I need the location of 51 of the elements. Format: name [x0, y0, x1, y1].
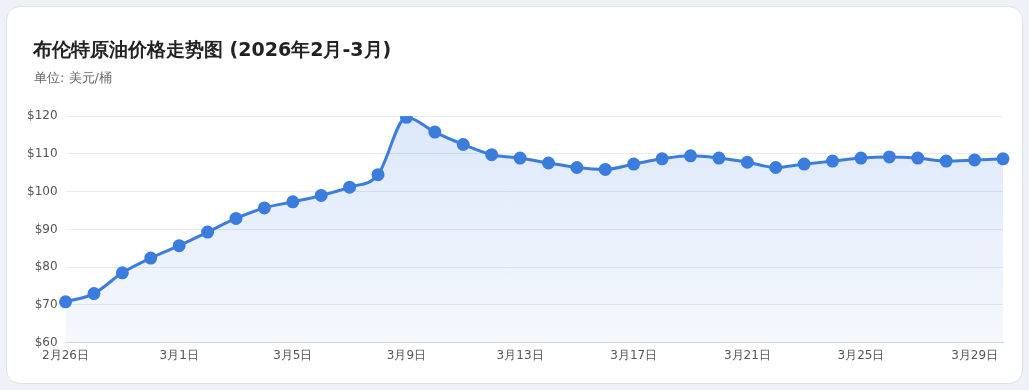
y-tick-label: $60 — [34, 334, 58, 349]
point — [598, 162, 612, 176]
point — [996, 152, 1010, 166]
x-tick-label: 3月13日 — [496, 347, 544, 362]
point — [882, 150, 896, 164]
y-tick-label: $120 — [26, 108, 58, 123]
point — [684, 149, 698, 163]
x-tick-label: 3月5日 — [273, 347, 313, 362]
point — [456, 138, 470, 151]
point — [655, 152, 669, 166]
point — [712, 151, 726, 165]
point — [229, 211, 243, 225]
point — [201, 225, 215, 239]
point — [854, 151, 868, 165]
point — [172, 239, 186, 253]
x-tick-label: 3月21日 — [723, 347, 771, 362]
y-tick-label: $100 — [26, 183, 58, 198]
chart-title: 布伦特原油价格走势图 (2026年2月-3月) — [33, 37, 392, 62]
x-tick-label: 3月17日 — [610, 347, 658, 362]
point — [485, 148, 499, 162]
point — [968, 153, 982, 167]
y-tick-label: $90 — [34, 221, 58, 236]
point — [286, 195, 300, 209]
point — [371, 168, 385, 182]
point — [826, 154, 840, 168]
point — [513, 151, 527, 165]
point — [911, 151, 925, 165]
point — [541, 156, 555, 170]
point — [570, 161, 584, 175]
y-tick-label: $110 — [26, 146, 58, 161]
y-tick-label: $80 — [34, 259, 58, 274]
point — [343, 180, 357, 194]
point — [257, 201, 271, 215]
x-tick-label: 3月25日 — [837, 347, 885, 362]
chart-subtitle: 单位: 美元/桶 — [34, 69, 112, 87]
x-tick-label: 2月26日 — [42, 347, 89, 362]
point — [797, 157, 811, 171]
point — [939, 154, 953, 168]
y-tick-label: $70 — [34, 296, 58, 311]
point — [769, 161, 783, 175]
point — [87, 287, 101, 301]
point — [144, 251, 158, 265]
point — [627, 157, 641, 171]
x-tick-label: 3月29日 — [951, 347, 999, 362]
point — [314, 188, 328, 202]
point — [740, 155, 754, 169]
x-tick-label: 3月1日 — [159, 347, 199, 362]
x-tick-label: 3月9日 — [386, 347, 427, 362]
point — [115, 266, 129, 280]
point — [428, 125, 442, 139]
point — [59, 295, 73, 309]
